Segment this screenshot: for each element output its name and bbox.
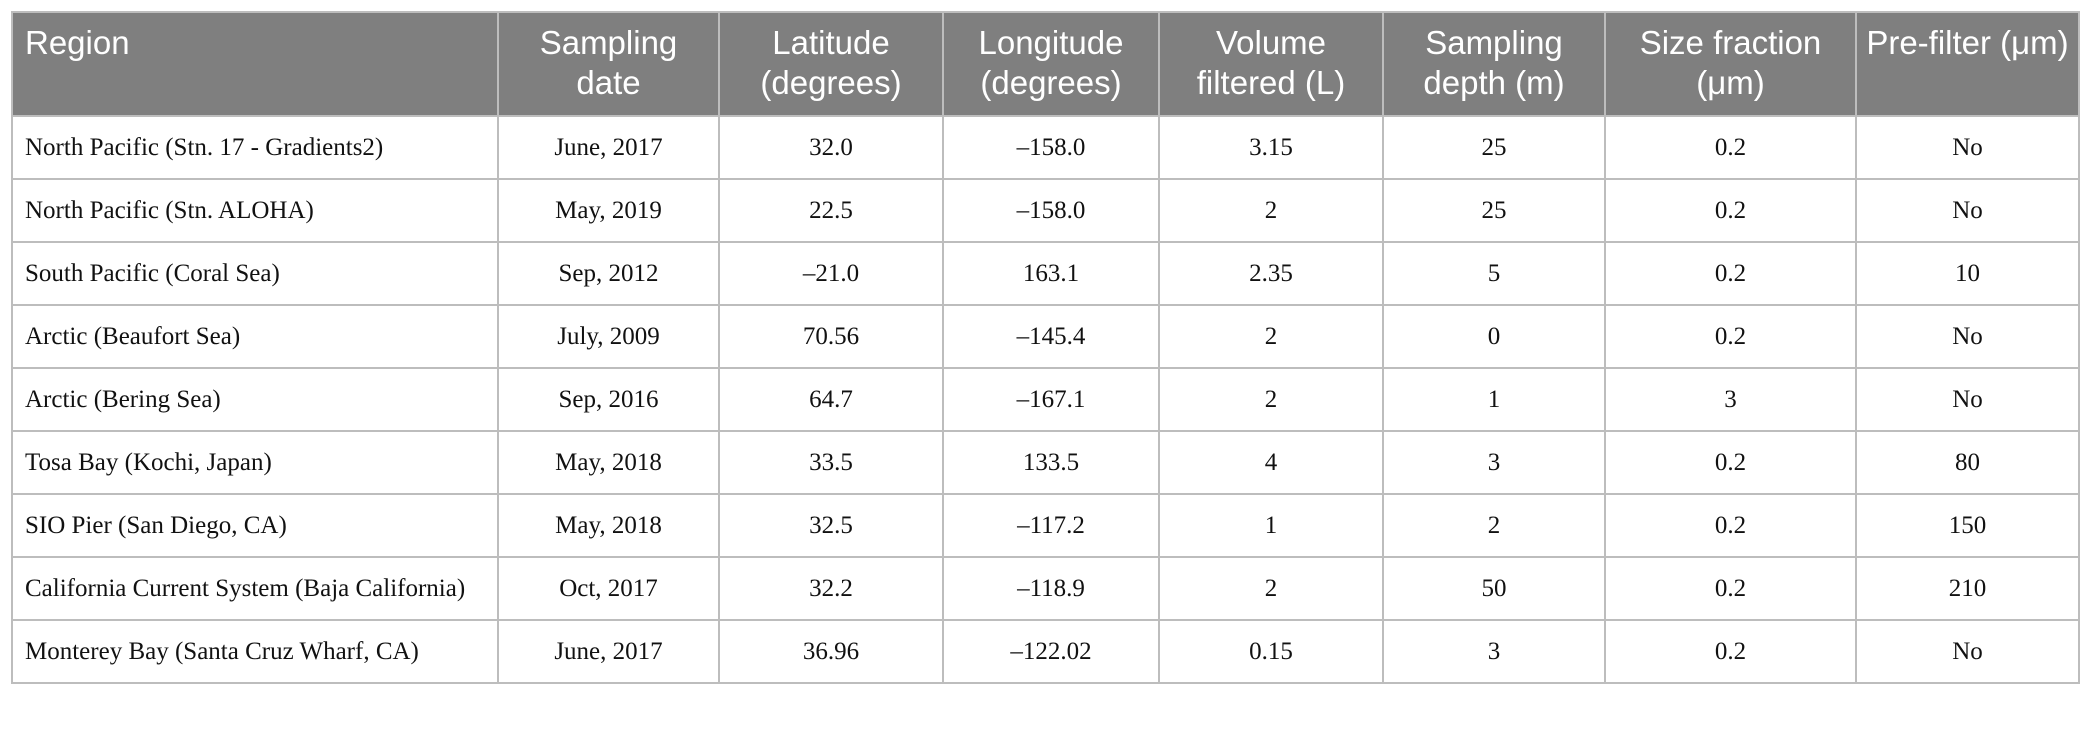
table-cell: 0.2 xyxy=(1604,115,1857,180)
table-row: Arctic (Beaufort Sea) July, 2009 70.56 –145… xyxy=(11,304,2080,369)
table-cell: 2 xyxy=(1158,556,1384,621)
table-cell: Arctic (Bering Sea) xyxy=(11,367,499,432)
table-cell: 33.5 xyxy=(718,430,944,495)
table-row: California Current System (Baja Californ… xyxy=(11,556,2080,621)
table-cell: 80 xyxy=(1855,430,2080,495)
table-cell: May, 2018 xyxy=(497,493,720,558)
table-row: Tosa Bay (Kochi, Japan) May, 2018 33.5 133.… xyxy=(11,430,2080,495)
table-row: Arctic (Bering Sea) Sep, 2016 64.7 –167.1 2 1… xyxy=(11,367,2080,432)
table-cell: No xyxy=(1855,367,2080,432)
table-cell: 0.2 xyxy=(1604,304,1857,369)
table-cell: 2 xyxy=(1382,493,1606,558)
header-cell: Longitude (degrees) xyxy=(942,11,1160,117)
table-cell: Sep, 2012 xyxy=(497,241,720,306)
table-cell: July, 2009 xyxy=(497,304,720,369)
table-cell: 210 xyxy=(1855,556,2080,621)
header-cell: Sampling date xyxy=(497,11,720,117)
table-cell: 0 xyxy=(1382,304,1606,369)
table-cell: Tosa Bay (Kochi, Japan) xyxy=(11,430,499,495)
table-cell: 3 xyxy=(1604,367,1857,432)
table-cell: –145.4 xyxy=(942,304,1160,369)
table-cell: 36.96 xyxy=(718,619,944,684)
table-cell: 25 xyxy=(1382,178,1606,243)
table-cell: 22.5 xyxy=(718,178,944,243)
table-cell: 32.5 xyxy=(718,493,944,558)
table-cell: 25 xyxy=(1382,115,1606,180)
table-cell: 64.7 xyxy=(718,367,944,432)
table-cell: –21.0 xyxy=(718,241,944,306)
table-cell: –158.0 xyxy=(942,178,1160,243)
table-cell: California Current System (Baja Californ… xyxy=(11,556,499,621)
table-cell: Arctic (Beaufort Sea) xyxy=(11,304,499,369)
table-cell: No xyxy=(1855,304,2080,369)
table-cell: 0.2 xyxy=(1604,241,1857,306)
table-cell: 3.15 xyxy=(1158,115,1384,180)
table-row: Monterey Bay (Santa Cruz Wharf, CA) June,… xyxy=(11,619,2080,684)
table-cell: –167.1 xyxy=(942,367,1160,432)
table-cell: 2 xyxy=(1158,178,1384,243)
table-cell: 3 xyxy=(1382,430,1606,495)
table-cell: May, 2019 xyxy=(497,178,720,243)
table-cell: –122.02 xyxy=(942,619,1160,684)
table-cell: 150 xyxy=(1855,493,2080,558)
table-cell: 2 xyxy=(1158,304,1384,369)
table-cell: 10 xyxy=(1855,241,2080,306)
table-row: South Pacific (Coral Sea) Sep, 2012 –21.0 1… xyxy=(11,241,2080,306)
table-row: North Pacific (Stn. ALOHA) May, 2019 22.5–… xyxy=(11,178,2080,243)
table-cell: 32.2 xyxy=(718,556,944,621)
table-cell: 163.1 xyxy=(942,241,1160,306)
header-row: Region Sampling date Latitude (degrees) Lon… xyxy=(11,11,2080,117)
table-cell: No xyxy=(1855,619,2080,684)
table-cell: 70.56 xyxy=(718,304,944,369)
table-cell: No xyxy=(1855,115,2080,180)
table-cell: 1 xyxy=(1382,367,1606,432)
table-cell: 0.2 xyxy=(1604,619,1857,684)
table-cell: 2 xyxy=(1158,367,1384,432)
table-cell: 5 xyxy=(1382,241,1606,306)
table-cell: –118.9 xyxy=(942,556,1160,621)
table-cell: –158.0 xyxy=(942,115,1160,180)
table-cell: 0.15 xyxy=(1158,619,1384,684)
table-cell: 1 xyxy=(1158,493,1384,558)
table-cell: 0.2 xyxy=(1604,556,1857,621)
header-cell: Pre-filter (μm) xyxy=(1855,11,2080,117)
table-cell: Sep, 2016 xyxy=(497,367,720,432)
table-cell: SIO Pier (San Diego, CA) xyxy=(11,493,499,558)
table-cell: June, 2017 xyxy=(497,115,720,180)
table-cell: North Pacific (Stn. ALOHA) xyxy=(11,178,499,243)
header-cell: Sampling depth (m) xyxy=(1382,11,1606,117)
table-cell: 2.35 xyxy=(1158,241,1384,306)
table-cell: 133.5 xyxy=(942,430,1160,495)
table-cell: June, 2017 xyxy=(497,619,720,684)
table-cell: North Pacific (Stn. 17 - Gradients2) xyxy=(11,115,499,180)
table-container: Region Sampling date Latitude (degrees) Lon… xyxy=(11,11,2080,684)
table-cell: Monterey Bay (Santa Cruz Wharf, CA) xyxy=(11,619,499,684)
table-cell: South Pacific (Coral Sea) xyxy=(11,241,499,306)
table-cell: Oct, 2017 xyxy=(497,556,720,621)
header-cell: Size fraction (μm) xyxy=(1604,11,1857,117)
table-cell: May, 2018 xyxy=(497,430,720,495)
table-cell: –117.2 xyxy=(942,493,1160,558)
table-cell: 4 xyxy=(1158,430,1384,495)
header-cell: Volume filtered (L) xyxy=(1158,11,1384,117)
header-cell: Region xyxy=(11,11,499,117)
table-cell: 32.0 xyxy=(718,115,944,180)
table-cell: 0.2 xyxy=(1604,430,1857,495)
table-row: North Pacific (Stn. 17 - Gradients2) June… xyxy=(11,115,2080,180)
data-table: Region Sampling date Latitude (degrees) Lon… xyxy=(11,11,2080,684)
table-row: SIO Pier (San Diego, CA) May, 2018 32.5 –11… xyxy=(11,493,2080,558)
table-cell: 0.2 xyxy=(1604,493,1857,558)
table-cell: 0.2 xyxy=(1604,178,1857,243)
table-cell: No xyxy=(1855,178,2080,243)
table-cell: 3 xyxy=(1382,619,1606,684)
header-cell: Latitude (degrees) xyxy=(718,11,944,117)
table-cell: 50 xyxy=(1382,556,1606,621)
table-body: North Pacific (Stn. 17 - Gradients2) June… xyxy=(11,115,2080,684)
